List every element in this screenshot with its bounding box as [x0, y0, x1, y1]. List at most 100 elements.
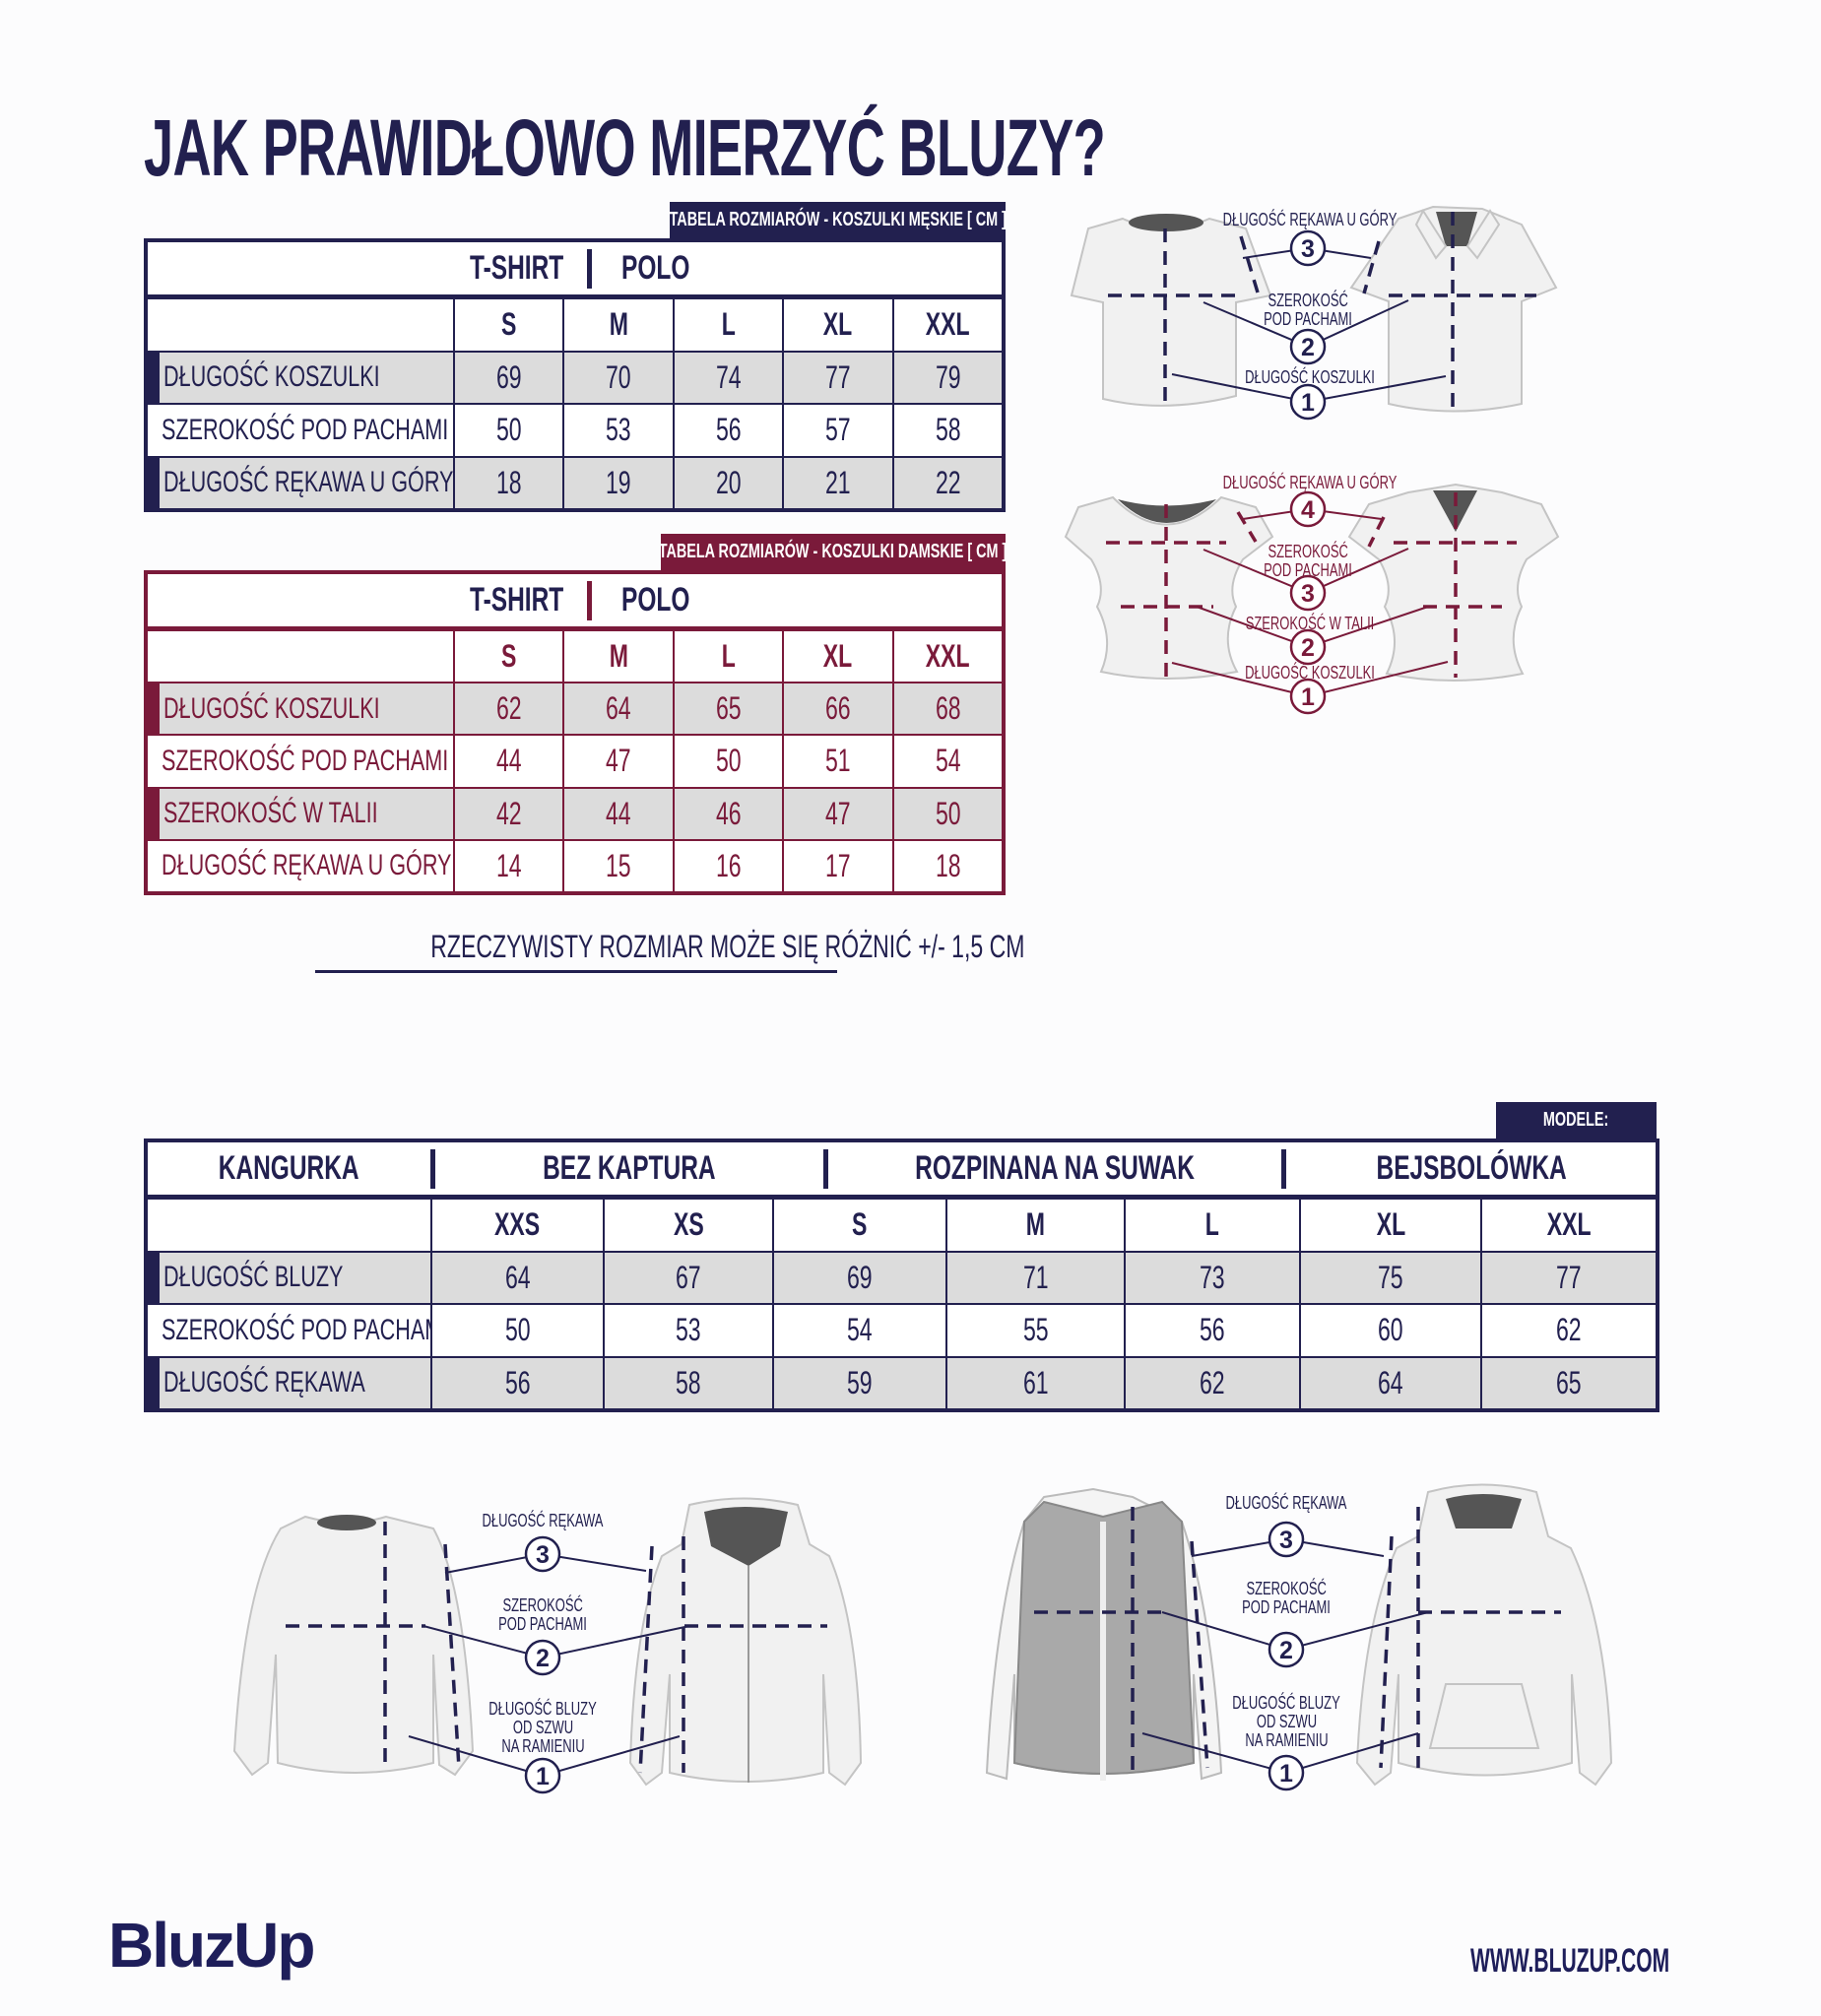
value-cell-xxl: 18: [893, 840, 1002, 891]
marker-4: 4: [1289, 490, 1327, 528]
men-table-models: T-SHIRT POLO: [148, 242, 1002, 299]
value-cell-xl-text: 64: [1378, 1364, 1403, 1400]
value-cell-xs: 58: [605, 1357, 772, 1408]
value-cell-s: 18: [455, 457, 563, 508]
men-tshirt-illustration: [1070, 214, 1272, 407]
hoodie-illustration: [1355, 1483, 1613, 1787]
women-waist-label: SZEROKOŚĆ W TALII: [1245, 614, 1375, 633]
row-label-text: SZEROKOŚĆ POD PACHAMI: [162, 1313, 430, 1346]
men-length-label: DŁUGOŚĆ KOSZULKI: [1245, 367, 1375, 387]
value-cell-xs: 67: [605, 1252, 772, 1303]
value-cell-xxl-text: 62: [1556, 1312, 1582, 1348]
value-cell-m: 64: [564, 683, 673, 735]
page-title: JAK PRAWIDŁOWO MIERZYĆ BLUZY?: [144, 103, 1106, 193]
size-header-l: L: [674, 299, 783, 351]
value-cell-xxl: 50: [893, 788, 1002, 839]
value-cell-xl: 51: [784, 736, 892, 787]
website-link[interactable]: WWW.BLUZUP.COM: [1470, 1942, 1670, 1980]
hoodies-left-measure-lines: 3 2 1: [286, 1522, 827, 1794]
women-polo-illustration: [1347, 483, 1560, 682]
row-label: DŁUGOŚĆ KOSZULKI: [148, 683, 453, 735]
divider: [429, 1148, 435, 1189]
value-cell-xs-text: 53: [676, 1312, 701, 1348]
size-header-m-text: M: [609, 306, 628, 343]
value-cell-l-text: 50: [715, 743, 742, 779]
hoodies-right-chest-label: SZEROKOŚĆ POD PACHAMI: [1242, 1579, 1331, 1617]
value-cell-s-text: 69: [847, 1259, 873, 1295]
value-cell-xxl-text: 65: [1556, 1364, 1582, 1400]
value-cell-l-text: 74: [715, 358, 742, 395]
value-cell-xl-text: 60: [1378, 1312, 1403, 1348]
value-cell-s-text: 69: [495, 358, 522, 395]
size-header-l-text: L: [1204, 1206, 1220, 1243]
svg-text:2: 2: [1301, 334, 1315, 361]
size-header-m: M: [564, 299, 673, 351]
row-label-text: SZEROKOŚĆ W TALII: [163, 797, 378, 830]
women-table-tag: TABELA ROZMIARÓW - KOSZULKI DAMSKIE [ CM…: [661, 534, 1006, 570]
row-label-text: SZEROKOŚĆ POD PACHAMI: [162, 744, 449, 777]
value-cell-m-text: 19: [606, 464, 631, 500]
row-label-text: DŁUGOŚĆ BLUZY: [163, 1261, 344, 1294]
women-sleeve-label: DŁUGOŚĆ RĘKAWA U GÓRY: [1222, 473, 1398, 492]
value-cell-xxl: 68: [893, 683, 1002, 735]
value-cell-xxl: 54: [893, 736, 1002, 787]
size-header-xxl: XXL: [893, 299, 1002, 351]
bluzup-logo: BluzUp: [108, 1910, 315, 1981]
svg-text:2: 2: [1279, 1637, 1293, 1664]
value-cell-xxs: 56: [432, 1357, 603, 1408]
value-cell-xl: 57: [784, 405, 892, 456]
svg-text:3: 3: [1301, 580, 1315, 608]
svg-text:3: 3: [1279, 1527, 1293, 1554]
men-table-grid: S M L XL XXL DŁUGOŚĆ KOSZULKI 69 70 74 77 79 SZEROK…: [148, 299, 1002, 508]
value-cell-l-text: 46: [715, 795, 742, 831]
size-header-m: M: [947, 1200, 1124, 1251]
value-cell-xs-text: 67: [676, 1259, 701, 1295]
model-bejsbolowka: BEJSBOLÓWKA: [1376, 1149, 1567, 1187]
size-header-m: M: [564, 631, 673, 683]
row-label-text: SZEROKOŚĆ POD PACHAMI: [162, 413, 449, 446]
models-tag: MODELE:: [1496, 1102, 1657, 1138]
women-chest-label: SZEROKOŚĆ POD PACHAMI: [1264, 542, 1352, 580]
zip-hoodie-illustration: [628, 1497, 863, 1787]
size-header-xxl: XXL: [893, 631, 1002, 683]
value-cell-xxs-text: 64: [504, 1259, 531, 1295]
hoodies-right-sleeve-label: DŁUGOŚĆ RĘKAWA: [1225, 1493, 1347, 1513]
value-cell-xxl: 79: [893, 352, 1002, 403]
value-cell-s: 62: [455, 683, 563, 735]
value-cell-l: 16: [674, 840, 783, 891]
size-header-xxs: XXS: [432, 1200, 603, 1251]
value-cell-l-text: 16: [715, 847, 742, 883]
men-size-table: T-SHIRT POLO S M L XL XXL DŁUGOŚĆ KOSZULKI 69 7…: [144, 238, 1006, 512]
size-header-m-text: M: [609, 638, 628, 675]
svg-text:3: 3: [1301, 235, 1315, 263]
men-chest-label: SZEROKOŚĆ POD PACHAMI: [1264, 291, 1352, 329]
marker-2: 2: [524, 1639, 561, 1676]
row-label: SZEROKOŚĆ POD PACHAMI: [148, 736, 453, 787]
value-cell-l-text: 73: [1200, 1259, 1225, 1295]
value-cell-xxl: 77: [1482, 1252, 1656, 1303]
value-cell-xl-text: 57: [825, 412, 851, 448]
row-label: DŁUGOŚĆ KOSZULKI: [148, 352, 453, 403]
value-cell-m: 47: [564, 736, 673, 787]
divider: [586, 580, 592, 620]
value-cell-xxl-text: 79: [935, 358, 961, 395]
marker-3: 3: [1289, 229, 1327, 267]
value-cell-s: 59: [774, 1357, 945, 1408]
value-cell-s-text: 54: [847, 1312, 873, 1348]
value-cell-l: 73: [1126, 1252, 1299, 1303]
value-cell-m: 19: [564, 457, 673, 508]
size-header-s: S: [455, 631, 563, 683]
value-cell-l: 50: [674, 736, 783, 787]
row-label: DŁUGOŚĆ RĘKAWA: [148, 1357, 430, 1408]
marker-2: 2: [1289, 628, 1327, 666]
value-cell-s: 50: [455, 405, 563, 456]
divider: [1281, 1148, 1287, 1189]
value-cell-xl: 17: [784, 840, 892, 891]
value-cell-xl-text: 17: [825, 847, 851, 883]
value-cell-m-text: 44: [606, 795, 631, 831]
value-cell-xxl: 62: [1482, 1305, 1656, 1356]
value-cell-xs-text: 58: [676, 1364, 701, 1400]
marker-2: 2: [1268, 1631, 1305, 1668]
row-label: DŁUGOŚĆ BLUZY: [148, 1252, 430, 1303]
